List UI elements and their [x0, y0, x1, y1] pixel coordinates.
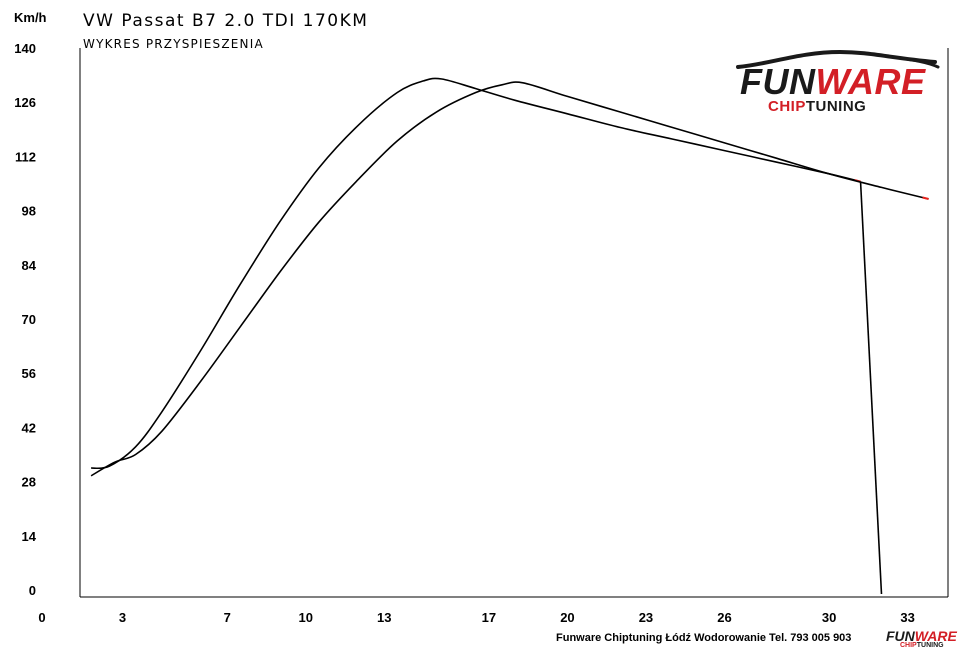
footer-logo-tagline: CHIPTUNING [900, 642, 944, 650]
x-tick-label: 17 [482, 610, 496, 625]
chart-title: VW Passat B7 2.0 TDI 170KM [83, 11, 369, 31]
y-tick-label: 28 [22, 475, 36, 490]
x-tick-label: 20 [560, 610, 574, 625]
y-tick-label: 84 [22, 258, 37, 273]
footer-logo-word-ware: WARE [914, 628, 957, 644]
y-tick-label: 14 [22, 529, 37, 544]
y-tick-group: 0 14 28 42 56 70 84 98 112 126 140 [14, 41, 36, 598]
x-tick-label: 30 [822, 610, 836, 625]
y-tick-label: 98 [22, 204, 36, 219]
funware-logo: FUNWARE CHIPTUNING [730, 50, 945, 122]
y-tick-label: 42 [22, 420, 36, 435]
y-tick-label: 56 [22, 366, 36, 381]
x-tick-label: 10 [298, 610, 312, 625]
logo-word-fun: FUN [740, 61, 816, 102]
footer-logo: FUNWARE CHIPTUNING [886, 628, 957, 652]
footer-logo-word-chip: CHIP [900, 642, 917, 649]
footer-logo-word-fun: FUN [886, 628, 915, 644]
y-tick-label: 0 [29, 583, 36, 598]
series-line-2 [90, 81, 929, 477]
y-tick-label: 126 [14, 95, 36, 110]
x-tick-label: 7 [224, 610, 231, 625]
logo-wordmark: FUNWARE [740, 64, 926, 100]
x-tick-label: 3 [119, 610, 126, 625]
chart-subtitle: WYKRES PRZYSPIESZENIA [83, 37, 264, 51]
logo-word-tuning: TUNING [805, 98, 867, 115]
logo-word-ware: WARE [815, 61, 926, 102]
logo-car-silhouette-icon [736, 50, 940, 69]
x-tick-label: 33 [900, 610, 914, 625]
logo-tagline: CHIPTUNING [768, 99, 866, 115]
chart-axes [79, 48, 949, 598]
footer-logo-wordmark: FUNWARE [886, 629, 957, 643]
footer-logo-word-tuning: TUNING [916, 642, 944, 649]
logo-word-chip: CHIP [768, 98, 806, 115]
y-tick-label: 70 [22, 312, 36, 327]
x-tick-label: 13 [377, 610, 391, 625]
y-axis-unit: Km/h [14, 10, 47, 25]
x-tick-label: 0 [38, 610, 45, 625]
series-end-marker [922, 196, 929, 200]
drop-line [859, 181, 883, 595]
series-line-1 [90, 77, 861, 470]
x-tick-label: 23 [639, 610, 653, 625]
y-tick-label: 140 [14, 41, 36, 56]
series-group [90, 77, 929, 595]
x-tick-group: 0 3 7 10 13 17 20 23 26 30 33 [38, 610, 915, 625]
x-tick-label: 26 [717, 610, 731, 625]
footer-text: Funware Chiptuning Łódź Wodorowanie Tel.… [556, 632, 852, 644]
y-tick-label: 112 [15, 149, 36, 164]
